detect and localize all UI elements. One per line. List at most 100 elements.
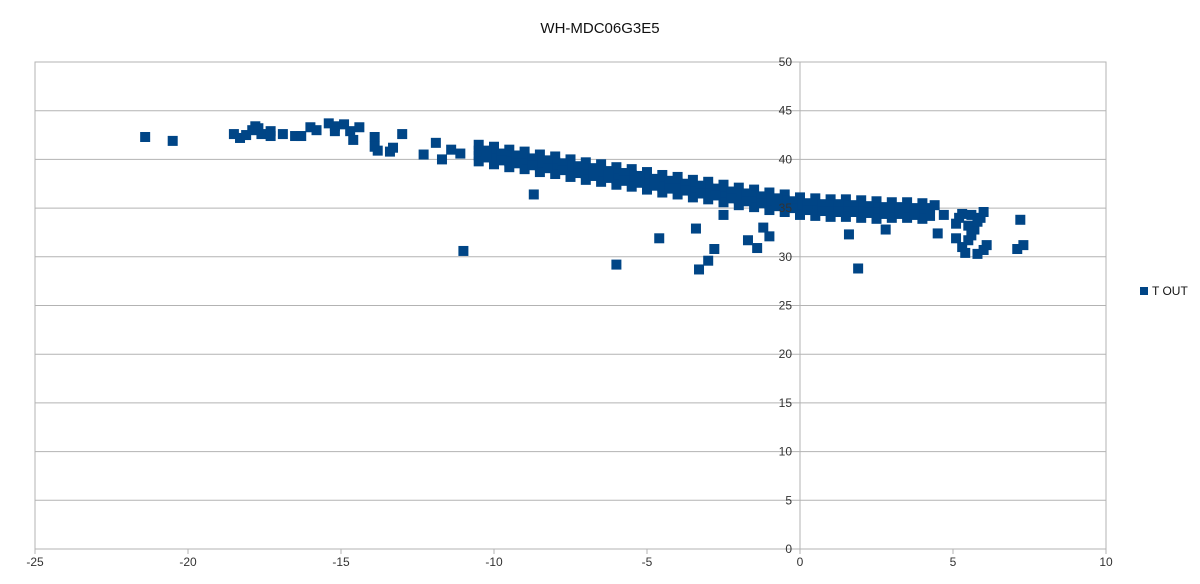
data-point <box>694 264 705 275</box>
data-point <box>802 198 813 209</box>
data-point <box>596 176 607 187</box>
data-point <box>534 167 545 178</box>
data-point <box>504 144 515 155</box>
data-point <box>1015 214 1026 225</box>
data-point <box>703 176 714 187</box>
data-point <box>534 149 545 160</box>
data-point <box>840 200 851 211</box>
data-point <box>664 175 675 186</box>
data-point <box>817 206 828 217</box>
data-point <box>588 163 599 174</box>
data-point <box>687 174 698 185</box>
data-point <box>787 203 798 214</box>
data-point <box>925 210 936 221</box>
data-point <box>871 202 882 213</box>
data-point <box>496 148 507 159</box>
data-point <box>534 155 545 166</box>
legend-marker <box>1140 287 1148 295</box>
data-point <box>733 200 744 211</box>
data-point <box>710 183 721 194</box>
data-point <box>473 156 484 167</box>
legend: T OUT <box>1140 284 1188 298</box>
data-point <box>917 204 928 215</box>
data-point <box>856 201 867 212</box>
data-point <box>527 153 538 164</box>
data-point <box>611 162 622 173</box>
y-tick-label: 15 <box>779 396 793 410</box>
data-point <box>825 200 836 211</box>
data-point <box>527 160 538 171</box>
data-point <box>718 179 729 190</box>
data-point <box>733 194 744 205</box>
data-point <box>695 180 706 191</box>
data-point <box>657 169 668 180</box>
data-point <box>1018 240 1029 251</box>
y-tick-label: 5 <box>785 493 792 507</box>
data-point <box>817 199 828 210</box>
data-point <box>519 146 530 157</box>
data-point <box>664 183 675 194</box>
data-point <box>779 201 790 212</box>
data-point <box>253 123 264 134</box>
data-point <box>749 190 760 201</box>
data-point <box>909 209 920 220</box>
data-point <box>458 245 469 256</box>
y-tick-label: 45 <box>779 104 793 118</box>
data-point <box>894 202 905 213</box>
data-point <box>756 191 767 202</box>
data-point <box>966 209 977 220</box>
data-point <box>810 210 821 221</box>
data-point <box>978 206 989 217</box>
data-point <box>687 186 698 197</box>
data-point <box>596 159 607 170</box>
data-point <box>626 164 637 175</box>
data-point <box>810 193 821 204</box>
data-point <box>657 187 668 198</box>
data-point <box>542 155 553 166</box>
data-point <box>504 150 515 161</box>
x-tick-label: 5 <box>950 555 957 569</box>
data-point <box>886 212 897 223</box>
data-point <box>534 161 545 172</box>
data-point <box>960 247 971 258</box>
data-point <box>951 233 962 244</box>
data-point <box>787 196 798 207</box>
data-point <box>741 188 752 199</box>
data-point <box>565 171 576 182</box>
data-point <box>951 218 962 229</box>
data-point <box>972 216 983 227</box>
data-point <box>718 185 729 196</box>
data-point <box>619 175 630 186</box>
data-point <box>966 230 977 241</box>
data-point <box>718 197 729 208</box>
data-point <box>764 193 775 204</box>
data-point <box>277 129 288 140</box>
data-point <box>311 125 322 136</box>
y-tick-label: 30 <box>779 250 793 264</box>
data-point <box>354 122 365 133</box>
data-point <box>573 168 584 179</box>
data-point <box>833 206 844 217</box>
x-tick-label: -20 <box>179 555 197 569</box>
data-point <box>902 212 913 223</box>
data-point <box>290 131 301 142</box>
gridlines <box>34 61 1107 554</box>
data-point <box>611 168 622 179</box>
data-point <box>167 135 178 146</box>
y-tick-label: 25 <box>779 299 793 313</box>
data-point <box>634 177 645 188</box>
data-point <box>981 240 992 251</box>
data-point <box>369 131 380 142</box>
data-point <box>642 172 652 183</box>
data-point <box>929 200 940 211</box>
data-point <box>917 198 928 209</box>
data-point <box>626 169 637 180</box>
data-point <box>397 129 408 140</box>
data-point <box>550 151 561 162</box>
data-point <box>703 255 714 266</box>
data-point <box>611 179 622 190</box>
data-point <box>825 211 836 222</box>
data-point <box>954 212 965 223</box>
data-point <box>810 199 821 210</box>
